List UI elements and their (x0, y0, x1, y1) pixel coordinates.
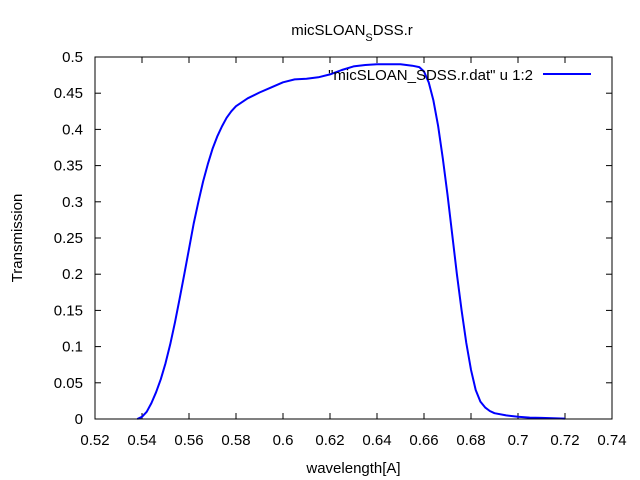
y-tick-label: 0.35 (54, 158, 83, 175)
x-axis-label: wavelength[A] (305, 460, 400, 477)
y-tick-label: 0 (75, 411, 83, 428)
chart-title: micSLOANSDSS.r (291, 22, 413, 44)
y-tick-label: 0.25 (54, 230, 83, 247)
x-tick-label: 0.72 (550, 432, 579, 449)
y-tick-label: 0.2 (62, 266, 83, 283)
x-tick-label: 0.62 (315, 432, 344, 449)
y-tick-label: 0.5 (62, 49, 83, 66)
y-tick-label: 0.3 (62, 194, 83, 211)
chart-title-subscript: S (365, 32, 372, 44)
chart-title-main: micSLOAN (291, 22, 365, 39)
series-line-0 (136, 63, 566, 420)
y-tick-label: 0.4 (62, 121, 83, 138)
legend: "micSLOAN_SDSS.r.dat" u 1:2 (328, 67, 591, 84)
x-tick-label: 0.52 (80, 432, 109, 449)
chart-title-suffix: DSS.r (373, 22, 413, 39)
y-tick-label: 0.05 (54, 375, 83, 392)
y-tick-label: 0.15 (54, 302, 83, 319)
x-tick-label: 0.68 (456, 432, 485, 449)
series-layer (136, 63, 566, 420)
x-tick-label: 0.6 (273, 432, 294, 449)
plot-frame (94, 56, 613, 420)
y-tick-label: 0.1 (62, 339, 83, 356)
x-tick-label: 0.58 (221, 432, 250, 449)
x-tick-label: 0.7 (508, 432, 529, 449)
x-tick-label: 0.74 (597, 432, 626, 449)
x-tick-label: 0.66 (409, 432, 438, 449)
x-tick-label: 0.64 (362, 432, 391, 449)
y-tick-label: 0.45 (54, 85, 83, 102)
x-tick-label: 0.56 (174, 432, 203, 449)
y-axis-label: Transmission (9, 194, 26, 283)
x-tick-label: 0.54 (127, 432, 156, 449)
ticks-layer: 0.52 0.54 0.56 0.58 0.6 0.62 0.64 0.66 0.68 0.7 0.… (54, 49, 627, 449)
legend-label: "micSLOAN_SDSS.r.dat" u 1:2 (328, 67, 533, 84)
